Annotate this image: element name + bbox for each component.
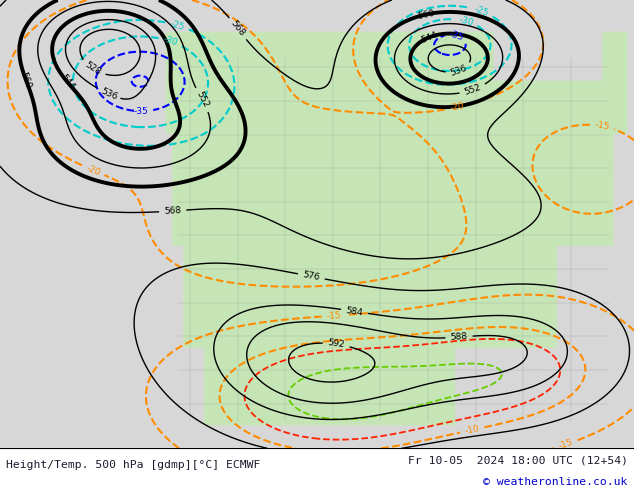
Text: 560: 560 — [19, 70, 33, 90]
Text: © weatheronline.co.uk: © weatheronline.co.uk — [483, 477, 628, 487]
Text: -20: -20 — [85, 163, 101, 177]
Text: 584: 584 — [346, 306, 364, 317]
Text: -25: -25 — [169, 19, 186, 32]
Text: -15: -15 — [327, 311, 342, 320]
Text: 568: 568 — [229, 19, 247, 38]
Text: 528: 528 — [84, 60, 103, 77]
Text: 536: 536 — [450, 63, 469, 77]
Text: 536: 536 — [100, 87, 119, 102]
Text: 560: 560 — [417, 8, 436, 21]
Text: 568: 568 — [164, 206, 181, 216]
Text: 552: 552 — [463, 83, 482, 97]
Text: -20: -20 — [449, 101, 465, 113]
Text: 544: 544 — [58, 73, 76, 91]
Text: -35: -35 — [134, 107, 148, 116]
Text: -25: -25 — [474, 4, 490, 18]
Text: -15: -15 — [557, 438, 574, 451]
Text: -10: -10 — [464, 424, 481, 436]
Text: Fr 10-05  2024 18:00 UTC (12+54): Fr 10-05 2024 18:00 UTC (12+54) — [408, 455, 628, 465]
Text: 544: 544 — [420, 30, 439, 45]
Text: 588: 588 — [450, 332, 468, 342]
Text: -30: -30 — [162, 35, 179, 48]
Text: -15: -15 — [594, 121, 611, 132]
Text: 552: 552 — [194, 90, 210, 109]
Text: Height/Temp. 500 hPa [gdmp][°C] ECMWF: Height/Temp. 500 hPa [gdmp][°C] ECMWF — [6, 460, 261, 470]
Text: -35: -35 — [448, 29, 465, 43]
Text: -30: -30 — [458, 15, 474, 27]
Text: 576: 576 — [302, 270, 321, 282]
Text: 592: 592 — [327, 339, 346, 350]
